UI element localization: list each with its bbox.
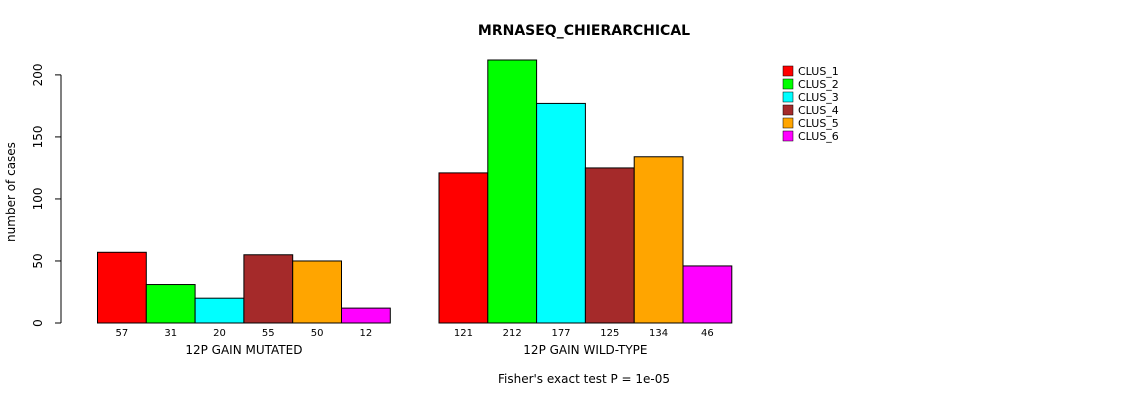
- group-labels: 12P GAIN MUTATED 12P GAIN WILD-TYPE: [185, 343, 647, 357]
- bar: [584, 167, 635, 324]
- legend-label: CLUS_2: [798, 78, 839, 91]
- bar-count-label: 125: [600, 328, 619, 339]
- group-label: 12P GAIN MUTATED: [185, 343, 302, 357]
- legend-label: CLUS_5: [798, 117, 839, 130]
- y-axis: 0 50 100 150 200: [31, 63, 62, 327]
- bars: [97, 59, 733, 324]
- legend-label: CLUS_6: [798, 130, 839, 143]
- y-tick-label: 100: [31, 187, 45, 210]
- group-label: 12P GAIN WILD-TYPE: [523, 343, 647, 357]
- bar: [487, 59, 538, 324]
- bar-count-label: 12: [360, 328, 373, 339]
- y-tick-label: 50: [31, 253, 45, 268]
- bar-count-label: 57: [116, 328, 129, 339]
- bar: [243, 254, 294, 324]
- legend-swatch: [782, 104, 794, 116]
- y-axis-label: number of cases: [4, 142, 18, 242]
- y-tick-label: 150: [31, 125, 45, 148]
- bar-count-label: 46: [701, 328, 714, 339]
- bar: [292, 260, 343, 324]
- count-labels: 57 31 20 55 50 12 121 212 177 125 134 46: [116, 328, 714, 339]
- y-tick-label: 200: [31, 63, 45, 86]
- bar-count-label: 121: [454, 328, 473, 339]
- legend-swatch: [782, 117, 794, 129]
- bar: [341, 307, 391, 324]
- bar-count-label: 212: [503, 328, 522, 339]
- legend-label: CLUS_1: [798, 65, 839, 78]
- bar-count-label: 177: [551, 328, 570, 339]
- legend-swatch: [782, 78, 794, 90]
- bar: [633, 156, 684, 324]
- bar-count-label: 55: [262, 328, 275, 339]
- legend-label: CLUS_3: [798, 91, 839, 104]
- bar-count-label: 50: [311, 328, 324, 339]
- bar: [194, 297, 245, 324]
- bar: [438, 172, 489, 324]
- bar-count-label: 31: [164, 328, 177, 339]
- bar: [145, 284, 196, 324]
- fisher-test-footnote: Fisher's exact test P = 1e-05: [498, 372, 670, 386]
- legend-label: CLUS_4: [798, 104, 839, 117]
- y-tick-label: 0: [31, 319, 45, 327]
- legend-swatch: [782, 130, 794, 142]
- bar-count-label: 134: [649, 328, 668, 339]
- bar: [536, 102, 586, 324]
- bar: [682, 265, 733, 324]
- bar-count-label: 20: [213, 328, 226, 339]
- bar: [97, 251, 147, 324]
- legend-swatch: [782, 91, 794, 103]
- legend-swatch: [782, 65, 794, 77]
- chart-title: MRNASEQ_CHIERARCHICAL: [478, 23, 690, 39]
